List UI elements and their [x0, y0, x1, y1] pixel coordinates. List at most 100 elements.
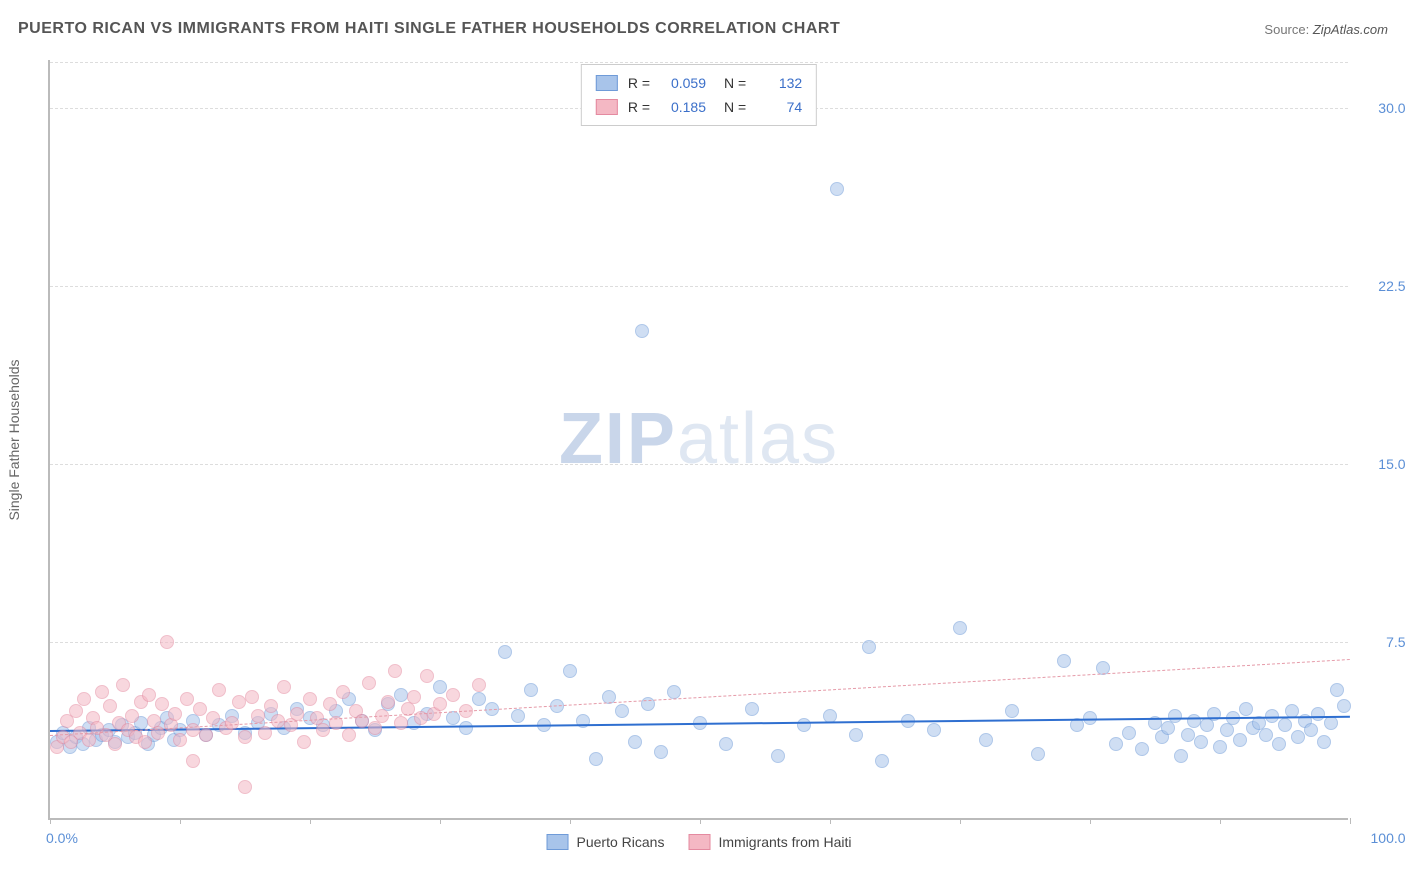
data-point [394, 716, 408, 730]
data-point [635, 324, 649, 338]
legend-r-value: 0.185 [660, 99, 706, 115]
data-point [238, 730, 252, 744]
data-point [927, 723, 941, 737]
x-tick [700, 818, 701, 824]
data-point [193, 702, 207, 716]
data-point [472, 678, 486, 692]
data-point [1181, 728, 1195, 742]
x-tick [570, 818, 571, 824]
data-point [719, 737, 733, 751]
x-tick [50, 818, 51, 824]
data-point [1337, 699, 1351, 713]
data-point [186, 723, 200, 737]
data-point [1311, 707, 1325, 721]
watermark-text: ZIPatlas [559, 398, 839, 480]
data-point [1304, 723, 1318, 737]
data-point [173, 733, 187, 747]
data-point [1324, 716, 1338, 730]
data-point [69, 704, 83, 718]
data-point [290, 707, 304, 721]
source-value: ZipAtlas.com [1313, 22, 1388, 37]
data-point [155, 697, 169, 711]
legend-r-label: R = [628, 75, 650, 91]
data-point [830, 182, 844, 196]
data-point [875, 754, 889, 768]
data-point [1174, 749, 1188, 763]
data-point [142, 688, 156, 702]
series-legend: Puerto Ricans Immigrants from Haiti [547, 834, 852, 850]
y-tick-label: 22.5% [1358, 278, 1406, 294]
data-point [138, 735, 152, 749]
data-point [1239, 702, 1253, 716]
data-point [628, 735, 642, 749]
y-tick-label: 30.0% [1358, 100, 1406, 116]
data-point [446, 688, 460, 702]
y-axis-label: Single Father Households [6, 359, 22, 520]
data-point [862, 640, 876, 654]
x-tick [1220, 818, 1221, 824]
legend-r-label: R = [628, 99, 650, 115]
plot-area: Single Father Households ZIPatlas R =0.0… [48, 60, 1348, 820]
legend-swatch [688, 834, 710, 850]
legend-n-label: N = [724, 75, 746, 91]
data-point [316, 723, 330, 737]
scatter-plot: ZIPatlas R =0.059N =132R =0.185N =74 Pue… [48, 60, 1348, 820]
source-label: Source: [1264, 22, 1309, 37]
data-point [1291, 730, 1305, 744]
data-point [77, 692, 91, 706]
data-point [164, 718, 178, 732]
data-point [388, 664, 402, 678]
data-point [1168, 709, 1182, 723]
legend-label: Immigrants from Haiti [718, 834, 851, 850]
legend-swatch [547, 834, 569, 850]
data-point [245, 690, 259, 704]
gridline [50, 642, 1348, 643]
data-point [381, 695, 395, 709]
x-tick [830, 818, 831, 824]
data-point [108, 737, 122, 751]
data-point [407, 690, 421, 704]
x-tick [440, 818, 441, 824]
data-point [524, 683, 538, 697]
data-point [238, 780, 252, 794]
data-point [206, 711, 220, 725]
data-point [1194, 735, 1208, 749]
data-point [277, 680, 291, 694]
data-point [771, 749, 785, 763]
legend-label: Puerto Ricans [577, 834, 665, 850]
data-point [1317, 735, 1331, 749]
data-point [323, 697, 337, 711]
data-point [362, 676, 376, 690]
data-point [264, 699, 278, 713]
data-point [1187, 714, 1201, 728]
x-tick-label: 100.0% [1358, 830, 1406, 846]
data-point [336, 685, 350, 699]
watermark-bold: ZIP [559, 399, 677, 479]
data-point [953, 621, 967, 635]
data-point [1272, 737, 1286, 751]
legend-item: Puerto Ricans [547, 834, 665, 850]
data-point [563, 664, 577, 678]
data-point [186, 754, 200, 768]
legend-n-label: N = [724, 99, 746, 115]
data-point [797, 718, 811, 732]
data-point [849, 728, 863, 742]
data-point [459, 721, 473, 735]
chart-title: PUERTO RICAN VS IMMIGRANTS FROM HAITI SI… [18, 20, 840, 38]
x-tick [1090, 818, 1091, 824]
correlation-legend: R =0.059N =132R =0.185N =74 [581, 64, 817, 126]
data-point [472, 692, 486, 706]
y-tick-label: 15.0% [1358, 456, 1406, 472]
gridline [50, 286, 1348, 287]
data-point [498, 645, 512, 659]
data-point [180, 692, 194, 706]
data-point [615, 704, 629, 718]
y-tick-label: 7.5% [1358, 634, 1406, 650]
data-point [1259, 728, 1273, 742]
data-point [1135, 742, 1149, 756]
data-point [1109, 737, 1123, 751]
data-point [251, 709, 265, 723]
data-point [979, 733, 993, 747]
data-point [394, 688, 408, 702]
legend-r-value: 0.059 [660, 75, 706, 91]
